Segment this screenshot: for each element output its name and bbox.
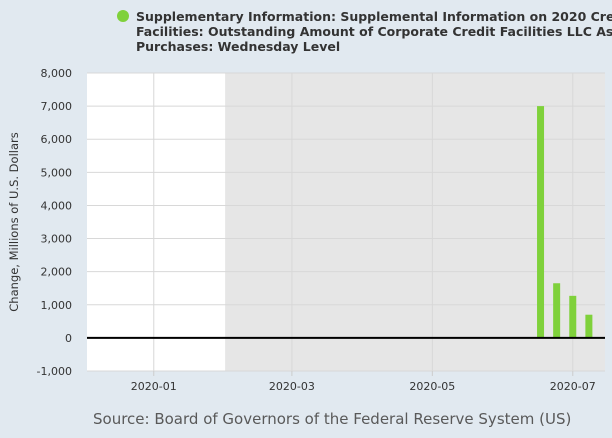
bar bbox=[569, 295, 577, 338]
grid-lines bbox=[87, 72, 605, 372]
y-axis: -1,000 0 1,000 2,000 3,000 4,000 5,000 6,000 7,0… bbox=[37, 67, 72, 378]
y-axis-title: Change, Millions of U.S. Dollars bbox=[7, 132, 21, 312]
legend-marker bbox=[117, 10, 129, 22]
y-tick-label: 6,000 bbox=[41, 133, 73, 146]
y-tick-label: 4,000 bbox=[41, 199, 73, 212]
legend-line-2: Facilities: Outstanding Amount of Corpor… bbox=[136, 24, 612, 39]
recession-shading bbox=[225, 73, 605, 371]
bar bbox=[537, 106, 545, 338]
y-tick-label: 7,000 bbox=[41, 100, 73, 113]
y-tick-label: 5,000 bbox=[41, 166, 73, 179]
y-tick-label: 0 bbox=[65, 332, 72, 345]
bars bbox=[537, 106, 593, 338]
x-tick-label: 2020-01 bbox=[131, 380, 177, 393]
y-tick-label: 3,000 bbox=[41, 233, 73, 246]
legend-line-3: Purchases: Wednesday Level bbox=[136, 39, 340, 54]
bar bbox=[553, 283, 561, 338]
x-tick-label: 2020-05 bbox=[409, 380, 455, 393]
y-tick-label: -1,000 bbox=[37, 365, 72, 378]
legend[interactable]: Supplementary Information: Supplemental … bbox=[117, 9, 612, 54]
x-axis: 2020-01 2020-03 2020-05 2020-07 bbox=[131, 371, 596, 393]
source-note: Source: Board of Governors of the Federa… bbox=[93, 410, 571, 428]
x-tick-label: 2020-03 bbox=[269, 380, 315, 393]
legend-line-1: Supplementary Information: Supplemental … bbox=[136, 9, 612, 24]
y-tick-label: 8,000 bbox=[41, 67, 73, 80]
x-tick-label: 2020-07 bbox=[550, 380, 596, 393]
bar bbox=[585, 314, 593, 338]
y-tick-label: 2,000 bbox=[41, 266, 73, 279]
y-tick-label: 1,000 bbox=[41, 299, 73, 312]
